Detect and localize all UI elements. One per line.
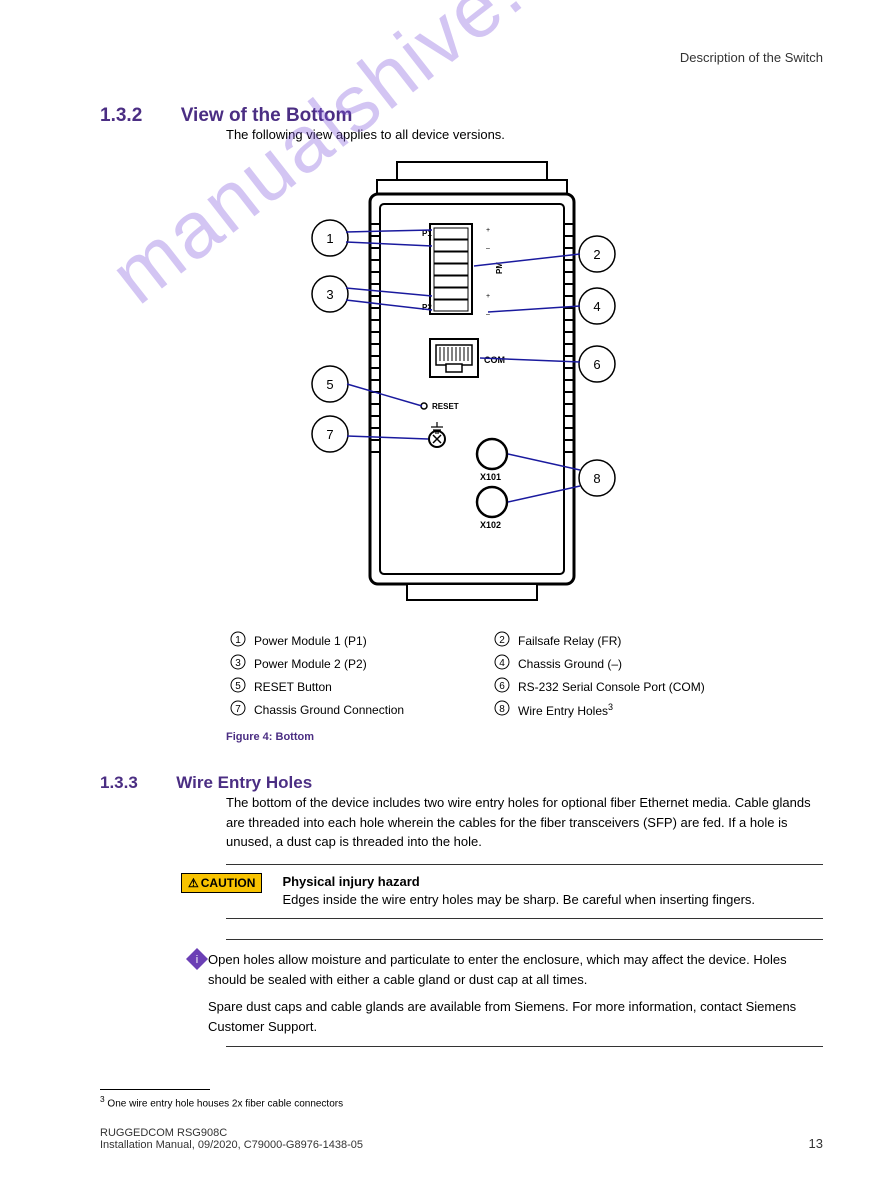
callout-4: 4 [593, 299, 600, 314]
device-diagram: P1 P2 +– +– PM COM RESET [252, 154, 672, 624]
legend-1: Power Module 1 (P1) [250, 629, 490, 652]
subsection-title: Wire Entry Holes [176, 773, 312, 792]
svg-text:6: 6 [499, 681, 505, 692]
page-header: Description of the Switch [100, 50, 823, 65]
callout-5: 5 [326, 377, 333, 392]
section-number: 1.3.2 [100, 105, 142, 126]
legend-8: Wire Entry Holes [518, 704, 608, 718]
label-x101: X101 [480, 472, 501, 482]
callout-7: 7 [326, 427, 333, 442]
svg-text:–: – [486, 245, 490, 252]
footer-product: RUGGEDCOM RSG908C [100, 1127, 363, 1139]
note-text-2: Spare dust caps and cable glands are ava… [208, 997, 823, 1036]
note-text-1: Open holes allow moisture and particulat… [208, 950, 823, 989]
page-number: 13 [809, 1136, 823, 1151]
caution-text: Edges inside the wire entry holes may be… [282, 891, 755, 910]
svg-text:4: 4 [499, 658, 505, 669]
figure-caption: Figure 4: Bottom [226, 731, 823, 743]
label-com: COM [484, 355, 505, 365]
section-heading: 1.3.2 View of the Bottom [100, 105, 823, 127]
svg-text:3: 3 [235, 658, 241, 669]
callout-1: 1 [326, 231, 333, 246]
label-reset: RESET [432, 402, 459, 411]
legend-7: Chassis Ground Connection [250, 698, 490, 721]
subsection-number: 1.3.3 [100, 773, 138, 792]
body-paragraph: The bottom of the device includes two wi… [226, 793, 823, 852]
legend-table: 1 Power Module 1 (P1) 2 Failsafe Relay (… [226, 629, 823, 721]
callout-3: 3 [326, 287, 333, 302]
label-p2: P2 [422, 303, 432, 312]
legend-4: Chassis Ground (–) [514, 652, 786, 675]
page-footer: 3 One wire entry hole houses 2x fiber ca… [100, 1089, 823, 1151]
caution-block: CAUTION Physical injury hazard Edges ins… [226, 864, 823, 920]
caution-heading: Physical injury hazard [282, 873, 755, 892]
note-block: i Open holes allow moisture and particul… [226, 939, 823, 1047]
legend-2: Failsafe Relay (FR) [514, 629, 786, 652]
footnote-text: One wire entry hole houses 2x fiber cabl… [107, 1098, 343, 1109]
callout-2: 2 [593, 247, 600, 262]
label-x102: X102 [480, 520, 501, 530]
svg-text:1: 1 [235, 635, 241, 646]
callout-6: 6 [593, 357, 600, 372]
legend-5: RESET Button [250, 675, 490, 698]
legend-6: RS-232 Serial Console Port (COM) [514, 675, 786, 698]
svg-text:7: 7 [235, 704, 241, 715]
svg-text:2: 2 [499, 635, 505, 646]
svg-text:8: 8 [499, 704, 505, 715]
svg-text:5: 5 [235, 681, 241, 692]
subsection-heading: 1.3.3 Wire Entry Holes [100, 773, 823, 793]
footer-docid: Installation Manual, 09/2020, C79000-G89… [100, 1139, 363, 1151]
section-subtitle: The following view applies to all device… [226, 127, 823, 142]
figure: P1 P2 +– +– PM COM RESET [100, 154, 823, 629]
section-title: View of the Bottom [181, 105, 353, 126]
svg-text:i: i [196, 954, 198, 966]
callout-8: 8 [593, 471, 600, 486]
svg-text:+: + [486, 293, 490, 300]
legend-3: Power Module 2 (P2) [250, 652, 490, 675]
caution-badge: CAUTION [181, 873, 262, 893]
svg-text:+: + [486, 227, 490, 234]
